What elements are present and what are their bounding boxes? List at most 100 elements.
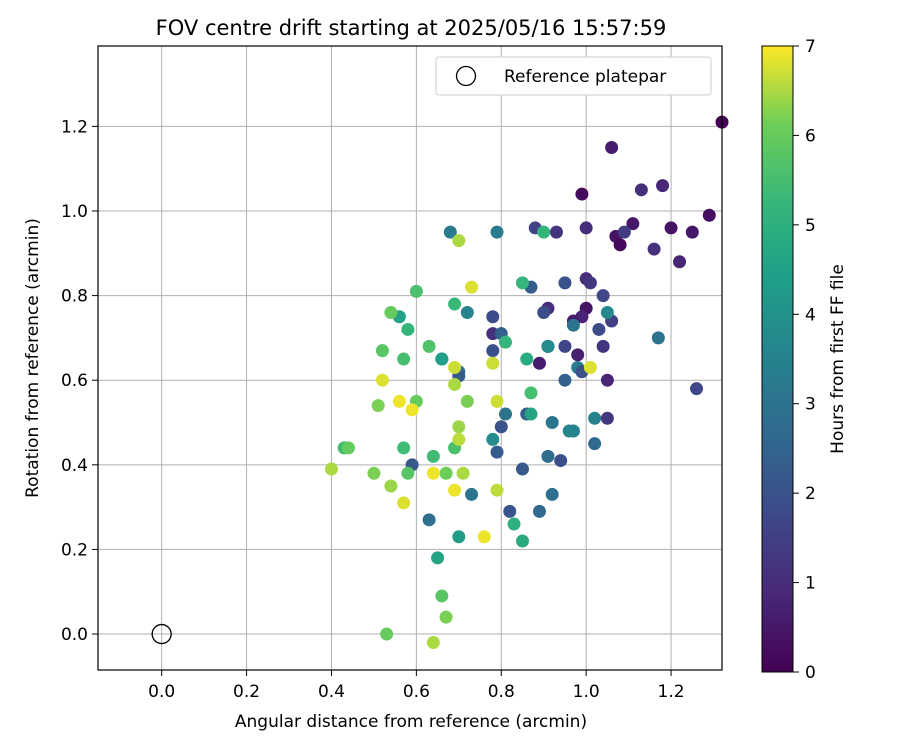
- data-point: [401, 322, 415, 336]
- data-point: [685, 225, 699, 239]
- data-point: [600, 411, 614, 425]
- data-point: [558, 339, 572, 353]
- data-point: [503, 504, 517, 518]
- data-point: [490, 445, 504, 459]
- data-point: [562, 424, 576, 438]
- colorbar-tick-label: 6: [805, 126, 816, 146]
- data-point: [384, 306, 398, 320]
- x-tick-label: 0.4: [318, 682, 345, 702]
- data-point: [324, 462, 338, 476]
- data-point: [664, 221, 678, 235]
- data-point: [613, 238, 627, 252]
- data-point: [575, 187, 589, 201]
- data-point: [545, 416, 559, 430]
- data-point: [392, 394, 406, 408]
- data-point: [515, 534, 529, 548]
- data-point: [426, 449, 440, 463]
- data-point: [448, 361, 462, 375]
- data-point: [371, 399, 385, 413]
- data-point: [537, 225, 551, 239]
- data-point: [571, 348, 585, 362]
- data-point: [507, 517, 521, 531]
- x-tick-label: 0.8: [488, 682, 515, 702]
- data-point: [579, 221, 593, 235]
- chart-title: FOV centre drift starting at 2025/05/16 …: [156, 16, 667, 40]
- data-point: [477, 530, 491, 544]
- data-point: [397, 352, 411, 366]
- data-point: [541, 339, 555, 353]
- data-point: [532, 356, 546, 370]
- data-point: [537, 306, 551, 320]
- data-point: [702, 208, 716, 222]
- legend-box: [435, 56, 712, 96]
- colorbar: 0 1 2 3 4 5 6 7: [761, 37, 816, 683]
- data-point: [426, 636, 440, 650]
- y-axis: 0.0 0.2 0.4 0.6 0.8 1.0 1.2: [61, 117, 98, 645]
- plot-frame: [97, 45, 723, 671]
- legend-label-reference: Reference platepar: [504, 67, 666, 87]
- y-tick-label: 1.0: [61, 202, 88, 222]
- data-point: [490, 394, 504, 408]
- data-point: [448, 297, 462, 311]
- data-point: [532, 504, 546, 518]
- data-point: [690, 382, 704, 396]
- data-point: [422, 513, 436, 527]
- data-point: [456, 466, 470, 480]
- colorbar-tick-label: 4: [805, 305, 816, 325]
- x-tick-label: 0.6: [403, 682, 430, 702]
- data-point: [588, 411, 602, 425]
- data-point: [558, 373, 572, 387]
- data-point: [465, 280, 479, 294]
- data-point: [499, 407, 513, 421]
- colorbar-tick-label: 2: [805, 484, 816, 504]
- colorbar-tick-label: 1: [805, 574, 816, 594]
- data-point: [634, 183, 648, 197]
- data-point: [443, 225, 457, 239]
- data-point: [541, 449, 555, 463]
- data-point: [460, 394, 474, 408]
- y-axis-label: Rotation from reference (arcmin): [23, 218, 43, 498]
- data-point: [499, 335, 513, 349]
- data-point: [566, 318, 580, 332]
- colorbar-tick-label: 3: [805, 395, 816, 415]
- data-point: [439, 466, 453, 480]
- data-point: [554, 454, 568, 468]
- data-point: [435, 589, 449, 603]
- colorbar-label: Hours from first FF file: [828, 264, 848, 454]
- data-point: [515, 462, 529, 476]
- data-point: [405, 403, 419, 417]
- colorbar-gradient: [761, 45, 794, 673]
- colorbar-tick-label: 5: [805, 216, 816, 236]
- data-point: [490, 483, 504, 497]
- data-point: [647, 242, 661, 256]
- data-point: [422, 339, 436, 353]
- data-point: [460, 306, 474, 320]
- data-point: [384, 479, 398, 493]
- data-point: [545, 487, 559, 501]
- data-point: [600, 306, 614, 320]
- data-point: [486, 344, 500, 358]
- data-point: [673, 255, 687, 269]
- data-point: [439, 610, 453, 624]
- data-point: [465, 487, 479, 501]
- data-point: [435, 352, 449, 366]
- data-point: [596, 289, 610, 303]
- data-point: [626, 217, 640, 231]
- data-points: [324, 115, 729, 650]
- x-tick-label: 1.2: [658, 682, 685, 702]
- data-point: [375, 344, 389, 358]
- y-tick-label: 1.2: [61, 117, 88, 137]
- x-tick-label: 1.0: [573, 682, 600, 702]
- y-tick-label: 0.0: [61, 625, 88, 645]
- data-point: [588, 437, 602, 451]
- data-point: [448, 483, 462, 497]
- x-axis-label: Angular distance from reference (arcmin): [235, 712, 587, 732]
- data-point: [448, 377, 462, 391]
- data-point: [452, 432, 466, 446]
- data-point: [515, 276, 529, 290]
- data-point: [494, 420, 508, 434]
- y-tick-label: 0.2: [61, 540, 88, 560]
- x-axis: 0.0 0.2 0.4 0.6 0.8 1.0 1.2: [148, 670, 685, 702]
